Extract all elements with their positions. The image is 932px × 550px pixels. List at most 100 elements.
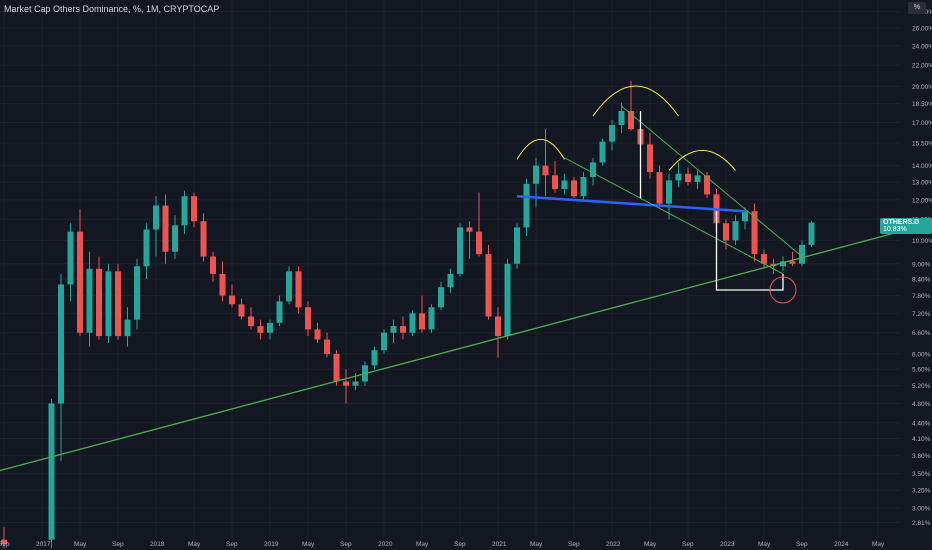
- candle-body: [153, 205, 159, 230]
- candle-body: [457, 227, 463, 274]
- candle-body: [533, 165, 539, 184]
- y-tick-label: 2.81%: [912, 520, 931, 527]
- candle-body: [371, 350, 378, 366]
- candle-body: [504, 263, 511, 337]
- candle-body: [48, 403, 55, 540]
- candle-body: [390, 326, 397, 333]
- y-tick-label: 22.00%: [912, 63, 932, 70]
- y-tick-label: 3.80%: [912, 453, 931, 460]
- y-tick-label: 14.00%: [912, 163, 932, 170]
- candle-body: [96, 268, 102, 337]
- candle-body: [485, 254, 492, 317]
- x-tick-label: 2019: [264, 541, 279, 548]
- y-tick-label: 4.10%: [912, 436, 931, 443]
- candle-body: [761, 254, 767, 264]
- y-tick-label: 10.00%: [912, 238, 932, 245]
- candle-body: [77, 231, 83, 333]
- price-tag-symbol: OTHERS.D: [883, 219, 920, 226]
- candle-body: [675, 173, 682, 181]
- channel-upper: [621, 105, 803, 257]
- candle-body: [476, 231, 482, 255]
- candle-body: [181, 196, 188, 226]
- candle-body: [238, 304, 245, 317]
- price-tag-value: 10.83%: [883, 226, 907, 233]
- x-tick-label: 2018: [150, 541, 165, 548]
- candle-body: [105, 271, 112, 337]
- x-tick-label: 2022: [606, 541, 621, 548]
- y-tick-label: 17.00%: [912, 120, 932, 127]
- x-tick-label: 2017: [36, 541, 51, 548]
- candle-body: [162, 205, 169, 252]
- candle-body: [751, 211, 758, 255]
- x-tick-label: May: [530, 541, 543, 548]
- y-tick-label: 3.00%: [912, 505, 931, 512]
- target-circle: [769, 276, 797, 304]
- candle-body: [305, 307, 311, 330]
- x-tick-label: Sep: [796, 541, 808, 548]
- candle-body: [571, 180, 577, 197]
- y-tick-label: 3.50%: [912, 471, 931, 478]
- candle-body: [780, 261, 786, 267]
- candle-body: [210, 256, 216, 274]
- x-tick-label: May: [416, 541, 429, 548]
- candle-body: [599, 141, 606, 163]
- candle-body: [229, 295, 235, 305]
- candle-body: [466, 227, 473, 232]
- candle-body: [409, 313, 416, 333]
- y-tick-label: 8.40%: [912, 277, 931, 284]
- chart-title: Market Cap Others Dominance, %, 1M, CRYP…: [4, 4, 220, 14]
- candle-body: [276, 301, 283, 323]
- y-tick-label: 7.20%: [912, 311, 931, 318]
- x-tick-label: Sep: [226, 541, 238, 548]
- x-tick-label: 2020: [378, 541, 393, 548]
- candle-body: [67, 231, 74, 285]
- channel-lower: [564, 157, 784, 275]
- candle-body: [286, 271, 292, 302]
- x-tick-label: May: [758, 541, 771, 548]
- candle-body: [324, 339, 330, 354]
- candle-body: [514, 227, 520, 264]
- x-tick-label: May: [302, 541, 315, 548]
- y-tick-label: 26.00%: [912, 26, 932, 33]
- candle-body: [143, 229, 150, 267]
- x-tick-label: Sep: [454, 541, 466, 548]
- x-tick-label: May: [188, 541, 201, 548]
- candle-body: [1, 539, 7, 545]
- candle-body: [552, 175, 558, 190]
- y-tick-label: 3.25%: [912, 488, 931, 495]
- head-arc: [592, 85, 679, 117]
- y-tick-label: 12.00%: [912, 197, 932, 204]
- y-tick-label: 7.80%: [912, 293, 931, 300]
- candle-body: [219, 273, 226, 296]
- support-trendline: [0, 231, 901, 472]
- candle-body: [438, 287, 444, 308]
- candle-body: [789, 261, 796, 264]
- y-tick-label: 9.00%: [912, 261, 931, 268]
- measure-line-2: [715, 211, 784, 291]
- candle-body: [200, 221, 207, 257]
- x-tick-label: 2023: [720, 541, 735, 548]
- candle-body: [495, 316, 501, 337]
- y-tick-label: 6.60%: [912, 330, 931, 337]
- candle-body: [191, 196, 197, 222]
- candle-body: [647, 144, 653, 173]
- candle-body: [628, 111, 634, 130]
- candle-body: [248, 316, 254, 327]
- candle-body: [267, 322, 273, 333]
- x-tick-label: 2021: [492, 541, 507, 548]
- y-tick-label: 18.50%: [912, 101, 932, 108]
- candle-body: [172, 225, 178, 252]
- candle-body: [609, 125, 615, 142]
- percent-scale-button[interactable]: %: [908, 2, 926, 14]
- candle-body: [694, 175, 701, 183]
- candle-body: [561, 180, 568, 190]
- candle-body: [723, 223, 729, 241]
- y-tick-label: 6.00%: [912, 351, 931, 358]
- neckline: [516, 194, 746, 213]
- candle-body: [447, 273, 454, 288]
- candle-body: [808, 222, 815, 245]
- candle-body: [295, 271, 302, 308]
- y-tick-label: 4.40%: [912, 420, 931, 427]
- candle-body: [343, 381, 349, 386]
